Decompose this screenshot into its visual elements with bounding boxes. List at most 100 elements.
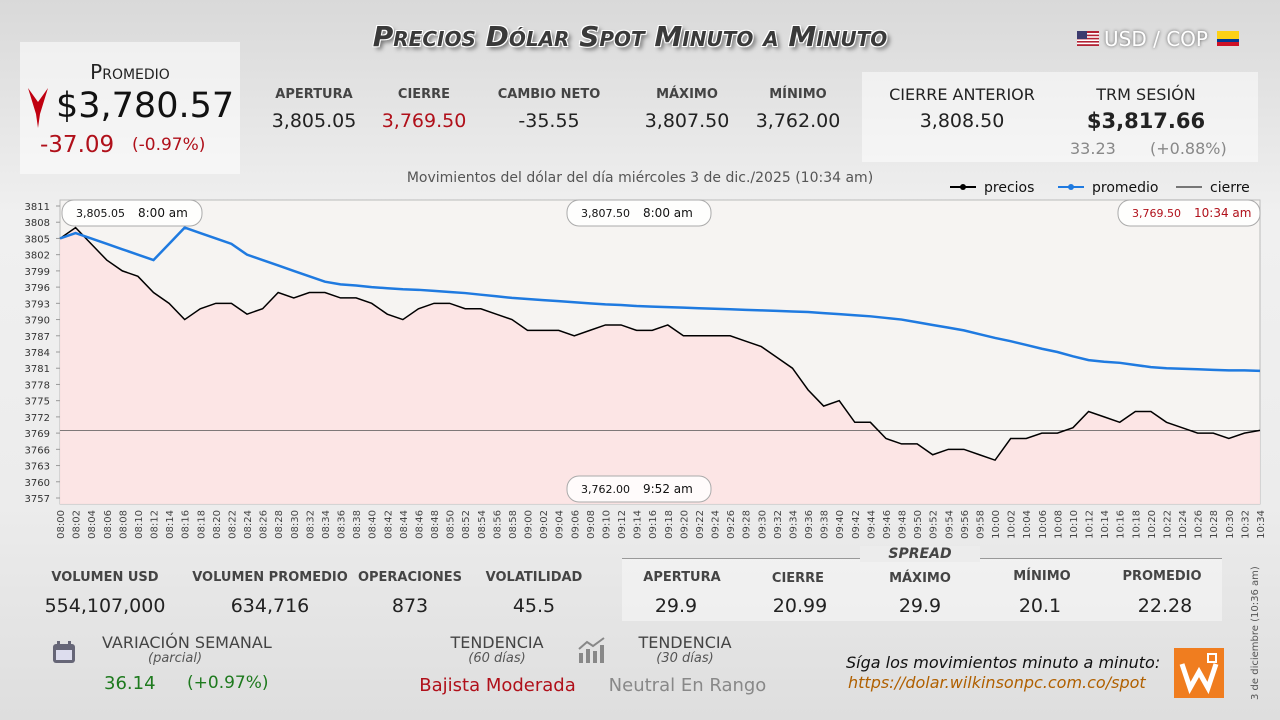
x-tick-label: 09:42: [851, 510, 862, 539]
x-tick-label: 08:34: [321, 510, 332, 539]
x-tick-label: 09:14: [633, 510, 644, 539]
annotation-time: 8:00 am: [643, 206, 693, 220]
spread-value: 22.28: [1137, 595, 1193, 617]
x-tick-label: 08:14: [165, 510, 176, 539]
y-tick-label: 3790: [25, 316, 50, 327]
spread-label: MÍNIMO: [1013, 569, 1071, 584]
x-tick-label: 08:12: [150, 510, 161, 539]
x-tick-label: 08:20: [212, 510, 223, 539]
summary-change: -37.09: [40, 132, 115, 158]
stat-value: 3,762.00: [755, 110, 841, 132]
x-tick-label: 09:22: [695, 510, 706, 539]
y-tick-label: 3763: [25, 462, 50, 473]
x-tick-label: 10:08: [1053, 510, 1064, 539]
x-tick-label: 08:04: [87, 510, 98, 539]
weekly-change: 36.14: [104, 673, 156, 694]
x-tick-label: 09:02: [539, 510, 550, 539]
y-tick-label: 3781: [25, 364, 50, 375]
weekly-label: VARIACIÓN SEMANAL: [102, 633, 272, 652]
x-tick-label: 08:00: [56, 510, 67, 539]
x-tick-label: 10:30: [1225, 510, 1236, 539]
x-tick-label: 09:16: [648, 510, 659, 539]
x-tick-label: 09:26: [726, 510, 737, 539]
x-tick-label: 10:02: [1007, 510, 1018, 539]
trend-value: Neutral En Rango: [608, 675, 767, 696]
volume-value: 45.5: [512, 595, 556, 617]
x-tick-label: 08:40: [368, 510, 379, 539]
calendar-icon: [53, 641, 75, 663]
page-title: Precios Dólar Spot Minuto a Minuto: [372, 20, 888, 53]
annotation-value: 3,769.50: [1132, 207, 1181, 220]
y-tick-label: 3802: [25, 251, 50, 262]
x-tick-label: 09:12: [617, 510, 628, 539]
trend-label: TENDENCIA: [450, 633, 544, 652]
x-tick-label: 08:10: [134, 510, 145, 539]
x-tick-label: 10:16: [1116, 510, 1127, 539]
logo: [1174, 648, 1224, 698]
annotation-time: 8:00 am: [138, 206, 188, 220]
x-tick-label: 10:00: [991, 510, 1002, 539]
x-tick-label: 08:24: [243, 510, 254, 539]
x-tick-label: 09:40: [835, 510, 846, 539]
x-tick-label: 08:08: [118, 510, 129, 539]
flag-us: [1077, 31, 1099, 46]
volume-label: VOLUMEN USD: [51, 570, 159, 585]
x-tick-label: 08:02: [72, 510, 83, 539]
flag-co: [1217, 31, 1239, 46]
volume-label: OPERACIONES: [357, 570, 463, 585]
x-tick-label: 10:10: [1069, 510, 1080, 539]
footer-url[interactable]: https://dolar.wilkinsonpc.com.co/spot: [848, 673, 1146, 692]
trm-change-pct: (+0.88%): [1150, 139, 1227, 158]
x-tick-label: 10:18: [1131, 510, 1142, 539]
x-tick-label: 10:20: [1147, 510, 1158, 539]
x-tick-label: 08:48: [430, 510, 441, 539]
annotation-value: 3,762.00: [581, 483, 630, 496]
annotation-time: 9:52 am: [643, 482, 693, 496]
y-tick-label: 3778: [25, 380, 50, 391]
stat-value: 3,807.50: [644, 110, 730, 132]
y-tick-label: 3760: [25, 478, 50, 489]
x-tick-label: 09:32: [773, 510, 784, 539]
x-tick-label: 08:30: [290, 510, 301, 539]
stat-value: 3,805.05: [271, 110, 357, 132]
spread-value: 20.1: [1018, 595, 1062, 617]
volume-label: VOLUMEN PROMEDIO: [192, 570, 348, 585]
x-tick-label: 08:56: [492, 510, 503, 539]
x-tick-label: 09:06: [570, 510, 581, 539]
annotation-value: 3,807.50: [581, 207, 630, 220]
y-tick-label: 3784: [25, 348, 50, 359]
stat-label: CAMBIO NETO: [497, 87, 601, 102]
x-tick-label: 10:34: [1256, 510, 1267, 539]
x-tick-label: 08:50: [446, 510, 457, 539]
stat-label: MÍNIMO: [769, 87, 827, 102]
x-tick-label: 09:44: [866, 510, 877, 539]
chart: Movimientos del dólar del día miércoles …: [25, 170, 1267, 539]
annotation-value: 3,805.05: [76, 207, 125, 220]
x-tick-label: 09:48: [898, 510, 909, 539]
x-tick-label: 08:22: [227, 510, 238, 539]
stat-label: MÁXIMO: [656, 87, 718, 102]
y-tick-label: 3757: [25, 494, 50, 505]
trend-icon: [578, 637, 605, 663]
annotation-box: [1117, 199, 1261, 227]
x-tick-label: 08:52: [461, 510, 472, 539]
x-tick-label: 09:10: [601, 510, 612, 539]
y-tick-label: 3766: [25, 445, 50, 456]
legend-dot: [960, 184, 966, 190]
previous-value: 3,808.50: [919, 110, 1005, 132]
summary-panel: [20, 42, 240, 174]
x-tick-label: 09:20: [679, 510, 690, 539]
x-tick-label: 09:24: [711, 510, 722, 539]
trm-change: 33.23: [1070, 139, 1116, 158]
summary-price: $3,780.57: [56, 86, 235, 126]
volume-value: 554,107,000: [44, 595, 166, 617]
volume-value: 873: [391, 595, 429, 617]
x-tick-label: 09:08: [586, 510, 597, 539]
x-tick-label: 09:56: [960, 510, 971, 539]
y-tick-label: 3805: [25, 234, 50, 245]
x-tick-label: 08:28: [274, 510, 285, 539]
y-tick-label: 3769: [25, 429, 50, 440]
x-tick-label: 08:46: [414, 510, 425, 539]
x-tick-label: 10:04: [1022, 510, 1033, 539]
